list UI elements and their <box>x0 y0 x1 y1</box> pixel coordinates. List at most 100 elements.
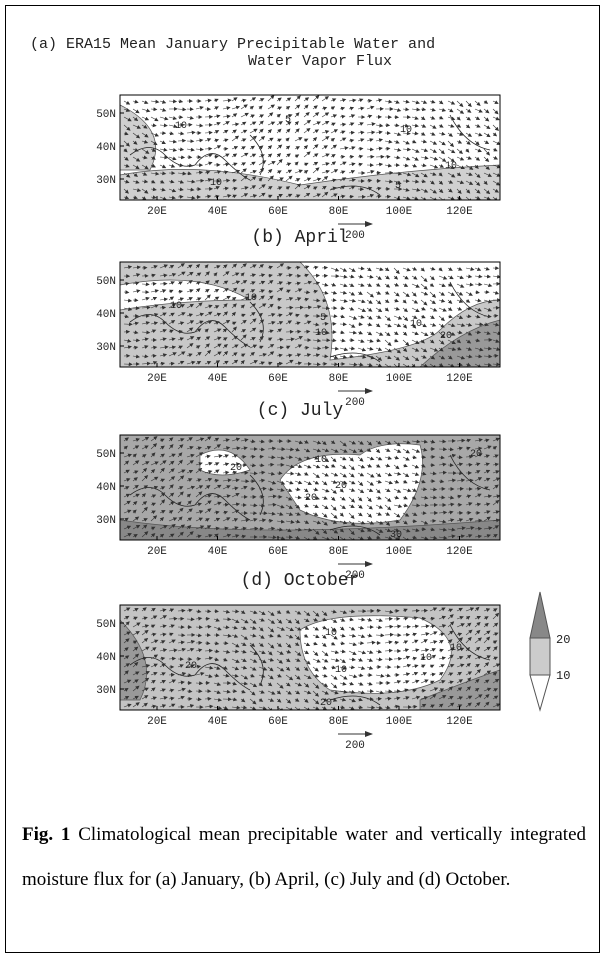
flux-vector <box>231 146 239 150</box>
flux-vector <box>321 175 329 182</box>
flux-vector <box>492 147 498 152</box>
flux-vector <box>150 171 160 176</box>
flux-vector <box>411 172 420 178</box>
flux-vector <box>294 161 299 166</box>
flux-vector <box>483 99 489 104</box>
flux-vector <box>150 116 159 122</box>
lon-label: 80E <box>329 373 349 385</box>
flux-vector <box>168 195 176 200</box>
flux-vector <box>438 180 444 185</box>
flux-vector <box>438 115 444 120</box>
flux-vector <box>438 123 444 128</box>
flux-vector <box>258 177 263 182</box>
flux-vector <box>474 156 481 161</box>
flux-vector <box>330 186 337 191</box>
flux-vector <box>132 156 141 162</box>
flux-vector <box>357 98 364 103</box>
flux-vector <box>267 112 274 118</box>
flux-vector <box>231 178 237 183</box>
flux-vector <box>276 106 283 111</box>
flux-vector <box>357 138 365 143</box>
flux-vector <box>438 188 444 194</box>
flux-vector <box>465 188 471 194</box>
flux-vector <box>474 124 481 128</box>
flux-vector <box>357 130 365 135</box>
flux-vector <box>213 130 220 134</box>
panel-title: (c) July <box>257 401 344 421</box>
flux-vector <box>384 179 394 184</box>
lon-label: 40E <box>208 373 228 385</box>
flux-vector <box>240 280 248 285</box>
flux-vector <box>177 107 187 112</box>
map-border <box>119 94 501 201</box>
flux-vector <box>123 140 130 147</box>
flux-vector <box>456 148 464 155</box>
lon-label: 60E <box>268 546 288 558</box>
flux-vector <box>249 145 256 150</box>
flux-vector <box>330 114 338 118</box>
flux-vector <box>348 162 356 167</box>
lon-label: 120E <box>446 546 473 558</box>
lon-label: 40E <box>208 546 228 558</box>
flux-vector <box>492 274 500 279</box>
flux-vector <box>195 272 202 277</box>
flux-vector <box>267 121 276 126</box>
flux-vector <box>330 129 339 134</box>
flux-vector <box>330 122 336 127</box>
flux-vector <box>474 267 482 271</box>
flux-vector <box>492 180 500 186</box>
flux-vector <box>267 280 274 285</box>
flux-vector <box>195 170 204 175</box>
flux-vector <box>384 139 393 144</box>
flux-vector <box>384 99 393 104</box>
flux-vector <box>438 172 443 177</box>
flux-vector <box>141 155 148 160</box>
flux-vector <box>213 272 218 277</box>
flux-vector <box>456 275 464 280</box>
flux-vector <box>402 275 409 280</box>
flux-vector <box>303 127 311 134</box>
map <box>120 95 500 200</box>
flux-vector <box>186 130 196 135</box>
flux-vector <box>249 176 257 182</box>
flux-vector <box>456 100 464 108</box>
flux-vector <box>312 161 319 166</box>
flux-vector <box>321 265 329 270</box>
flux-vector <box>132 124 142 129</box>
flux-vector <box>159 107 167 112</box>
flux-vector <box>411 156 419 161</box>
flux-vector <box>474 172 481 179</box>
lon-label: 20E <box>147 546 167 558</box>
flux-vector <box>447 116 456 121</box>
flux-vector <box>267 95 275 102</box>
flux-vector <box>402 123 410 128</box>
flux-vector <box>240 146 246 150</box>
flux-vector <box>132 132 141 139</box>
flux-vector <box>402 99 410 104</box>
lat-label: 40N <box>96 652 116 664</box>
lon-label: 80E <box>329 716 349 728</box>
contour-label: 20 <box>185 661 197 672</box>
lat-label: 50N <box>96 276 116 288</box>
flux-vector <box>258 263 264 269</box>
flux-vector <box>375 98 383 103</box>
contour-label: 5 <box>395 181 401 192</box>
flux-vector <box>141 108 151 113</box>
flux-vector <box>285 186 291 191</box>
flux-vector <box>132 188 142 192</box>
flux-vector <box>483 172 493 177</box>
flux-vector <box>429 107 436 112</box>
flux-vector <box>276 128 282 134</box>
contour-label: 20 <box>440 331 452 342</box>
flux-vector <box>132 148 139 152</box>
contour-label: 5 <box>285 115 291 126</box>
contour-label: 20 <box>305 493 317 504</box>
flux-vector <box>258 114 265 119</box>
flux-vector <box>150 273 156 278</box>
flux-vector <box>483 266 490 271</box>
flux-vector <box>231 113 238 118</box>
flux-vector <box>213 121 221 126</box>
flux-vector <box>276 177 284 182</box>
flux-vector <box>186 195 196 200</box>
flux-vector <box>366 186 373 191</box>
